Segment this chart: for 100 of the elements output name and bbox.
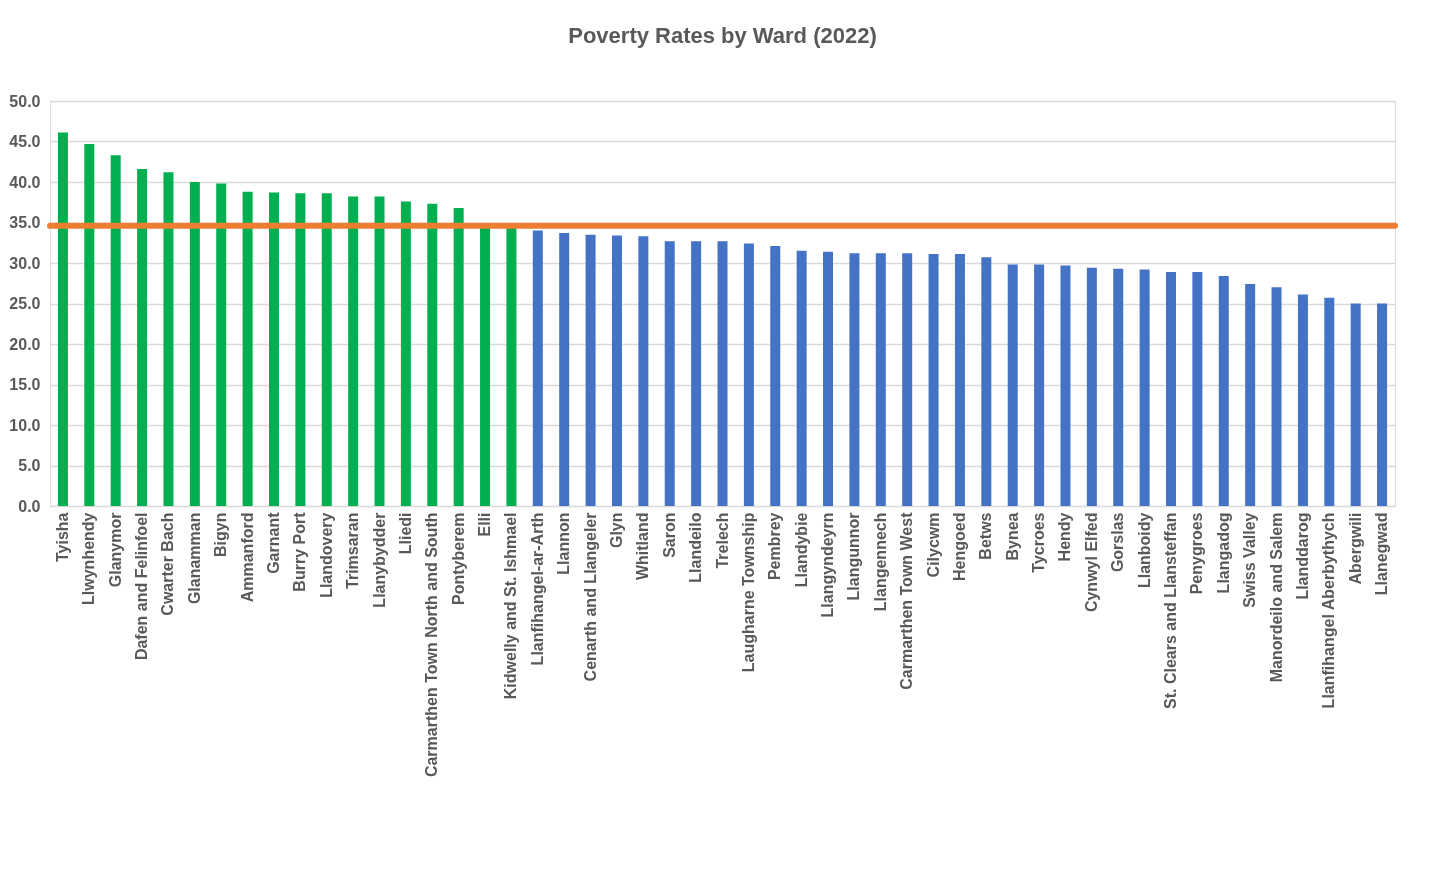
x-tick-label: Cilycwm <box>924 512 942 578</box>
bar <box>1034 264 1045 506</box>
x-tick-label: Whitland <box>634 512 652 581</box>
bar <box>268 192 279 506</box>
chart-title: Poverty Rates by Ward (2022) <box>568 23 877 48</box>
x-tick-label: Glanymor <box>106 512 124 588</box>
bar <box>374 196 385 506</box>
bar <box>532 230 543 506</box>
x-tick-label: Llanboidy <box>1135 512 1153 589</box>
bar <box>84 143 95 506</box>
bar <box>1086 267 1097 506</box>
x-tick-label: Tyisha <box>53 512 71 562</box>
bar <box>717 241 728 506</box>
y-tick-label: 5.0 <box>18 457 41 474</box>
x-tick-label: Carmarthen Town North and South <box>423 512 441 778</box>
bar <box>796 250 807 506</box>
bar <box>400 201 411 506</box>
bar <box>1377 303 1388 506</box>
x-tick-label: Llangennech <box>871 512 889 612</box>
bar <box>57 132 68 506</box>
x-tick-label: Swiss Valley <box>1241 512 1259 608</box>
x-tick-label: Glanamman <box>185 512 203 605</box>
x-tick-label: Manordeilo and Salem <box>1267 512 1285 683</box>
x-tick-label: Llanegwad <box>1373 512 1391 596</box>
y-tick-label: 25.0 <box>9 295 41 312</box>
x-tick-label: Pembrey <box>766 512 784 581</box>
bar <box>453 207 464 506</box>
y-tick-label: 35.0 <box>9 214 41 231</box>
bar <box>849 253 860 506</box>
bar <box>928 254 939 506</box>
x-tick-label: Llangyndeyrn <box>819 512 837 618</box>
x-tick-label: Cwarter Bach <box>159 512 177 616</box>
y-tick-label: 10.0 <box>9 416 41 434</box>
bar <box>137 169 148 506</box>
y-tick-label: 50.0 <box>9 92 41 110</box>
bar <box>427 203 438 506</box>
x-tick-label: Llanfihangel Aberbythych <box>1320 512 1338 709</box>
x-tick-label: Dafen and Felinfoel <box>133 512 151 661</box>
x-tick-label: Tycroes <box>1030 512 1048 573</box>
y-tick-label: 0.0 <box>18 497 41 515</box>
x-tick-label: Trimsaran <box>344 512 362 589</box>
bar <box>1060 265 1071 506</box>
y-tick-label: 30.0 <box>9 254 41 272</box>
bar <box>638 236 649 506</box>
bar <box>110 155 121 506</box>
x-tick-label: Llandovery <box>317 512 335 598</box>
bar <box>1324 297 1335 506</box>
y-tick-label: 20.0 <box>9 335 41 353</box>
bar <box>691 241 702 506</box>
bar <box>1192 271 1203 506</box>
x-tick-label: Bigyn <box>212 512 230 557</box>
y-tick-label: 45.0 <box>9 133 41 150</box>
x-tick-label: Llangadog <box>1214 512 1232 594</box>
x-tick-label: Penygroes <box>1188 512 1206 595</box>
y-tick-label: 15.0 <box>9 376 41 393</box>
bar <box>1271 287 1282 506</box>
x-tick-label: Llanybydder <box>370 512 388 608</box>
bar <box>1245 284 1256 506</box>
bar <box>1166 271 1177 506</box>
bar <box>1218 275 1229 506</box>
bar <box>163 172 174 506</box>
x-tick-label: St. Clears and Llansteffan <box>1162 512 1180 709</box>
bar <box>1350 303 1361 506</box>
x-tick-label: Hengoed <box>950 512 968 581</box>
x-tick-label: Garnant <box>264 511 282 574</box>
x-tick-label: Cynwyl Elfed <box>1082 512 1100 613</box>
bar <box>1297 294 1308 506</box>
x-tick-label: Glyn <box>607 512 625 549</box>
bar <box>559 233 570 506</box>
bar <box>823 251 834 506</box>
bar <box>875 253 886 506</box>
x-tick-label: Gorslas <box>1109 512 1127 573</box>
bar <box>321 193 332 506</box>
x-tick-label: Pontyberem <box>449 512 467 605</box>
x-tick-label: Kidwelly and St. Ishmael <box>502 512 520 700</box>
bar <box>902 253 913 506</box>
x-tick-label: Trelech <box>713 512 731 569</box>
bar <box>611 235 622 506</box>
x-tick-label: Cenarth and Llangeler <box>581 512 599 682</box>
x-tick-label: Llangunnor <box>845 512 863 601</box>
x-tick-label: Llanddarog <box>1293 512 1311 600</box>
bar <box>981 257 992 506</box>
x-tick-label: Abergwili <box>1346 512 1364 585</box>
bar <box>743 243 754 506</box>
x-tick-label: Hendy <box>1056 512 1074 562</box>
x-tick-label: Laugharne Township <box>739 512 757 673</box>
x-tick-label: Llandeilo <box>687 512 705 583</box>
x-tick-label: Llwynhendy <box>80 512 98 605</box>
bar <box>506 227 517 506</box>
bar <box>585 234 596 506</box>
bar <box>770 245 781 506</box>
bar <box>242 191 253 506</box>
x-tick-label: Carmarthen Town West <box>898 511 916 690</box>
x-tick-label: Betws <box>977 512 995 560</box>
bar <box>1007 264 1018 506</box>
y-tick-label: 40.0 <box>9 173 41 191</box>
x-tick-label: Burry Port <box>291 511 309 592</box>
bar <box>480 226 491 506</box>
bar <box>216 183 227 506</box>
bar <box>1113 268 1124 506</box>
